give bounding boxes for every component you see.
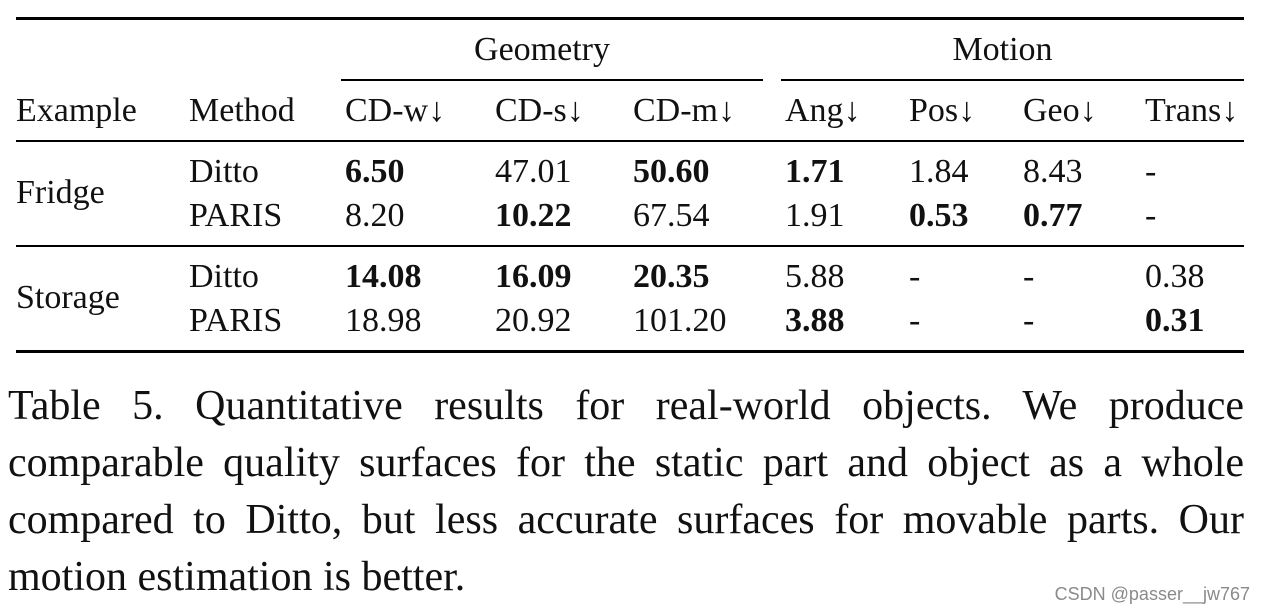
- table-bottom-rule: [16, 350, 1244, 353]
- fridge-storage-divider: [16, 245, 1244, 247]
- value-cell: -: [1145, 153, 1157, 190]
- value-cell: 0.77: [1023, 197, 1083, 234]
- col-header-cd-s: CD-s↓: [495, 92, 584, 129]
- value-cell: 3.88: [785, 302, 845, 339]
- value-cell: 1.84: [909, 153, 969, 190]
- col-header-method: Method: [189, 92, 295, 129]
- col-header-cd-m: CD-m↓: [633, 92, 735, 129]
- example-storage: Storage: [16, 279, 120, 316]
- value-cell: 0.53: [909, 197, 969, 234]
- value-cell: 8.43: [1023, 153, 1083, 190]
- geometry-group-rule: [341, 79, 763, 81]
- col-header-ang: Ang↓: [785, 92, 861, 129]
- value-cell: -: [909, 258, 921, 295]
- value-cell: 0.31: [1145, 302, 1205, 339]
- value-cell: 18.98: [345, 302, 422, 339]
- method-cell: PARIS: [189, 302, 283, 339]
- method-cell: PARIS: [189, 197, 283, 234]
- value-cell: 8.20: [345, 197, 405, 234]
- col-header-trans: Trans↓: [1145, 92, 1239, 129]
- method-cell: Ditto: [189, 153, 259, 190]
- value-cell: 101.20: [633, 302, 727, 339]
- value-cell: 47.01: [495, 153, 572, 190]
- header-bottom-rule: [16, 140, 1244, 142]
- csdn-watermark: CSDN @passer__jw767: [1054, 584, 1250, 604]
- col-header-geo: Geo↓: [1023, 92, 1097, 129]
- value-cell: 20.35: [633, 258, 710, 295]
- col-header-pos: Pos↓: [909, 92, 976, 129]
- value-cell: 10.22: [495, 197, 572, 234]
- value-cell: 1.91: [785, 197, 845, 234]
- value-cell: 5.88: [785, 258, 845, 295]
- value-cell: 1.71: [785, 153, 845, 190]
- col-header-cd-w: CD-w↓: [345, 92, 446, 129]
- value-cell: -: [1023, 302, 1035, 339]
- value-cell: 6.50: [345, 153, 405, 190]
- value-cell: -: [1023, 258, 1035, 295]
- table-top-rule: [16, 17, 1244, 20]
- table-caption: Table 5. Quantitative results for real-w…: [8, 383, 1244, 600]
- value-cell: -: [1145, 197, 1157, 234]
- motion-group-rule: [781, 79, 1244, 81]
- group-header-geometry: Geometry: [474, 31, 610, 68]
- method-cell: Ditto: [189, 258, 259, 295]
- value-cell: 0.38: [1145, 258, 1205, 295]
- example-fridge: Fridge: [16, 174, 105, 211]
- value-cell: 50.60: [633, 153, 710, 190]
- value-cell: -: [909, 302, 921, 339]
- value-cell: 67.54: [633, 197, 710, 234]
- group-header-motion: Motion: [952, 31, 1053, 68]
- value-cell: 20.92: [495, 302, 572, 339]
- value-cell: 14.08: [345, 258, 422, 295]
- value-cell: 16.09: [495, 258, 572, 295]
- col-header-example: Example: [16, 92, 137, 129]
